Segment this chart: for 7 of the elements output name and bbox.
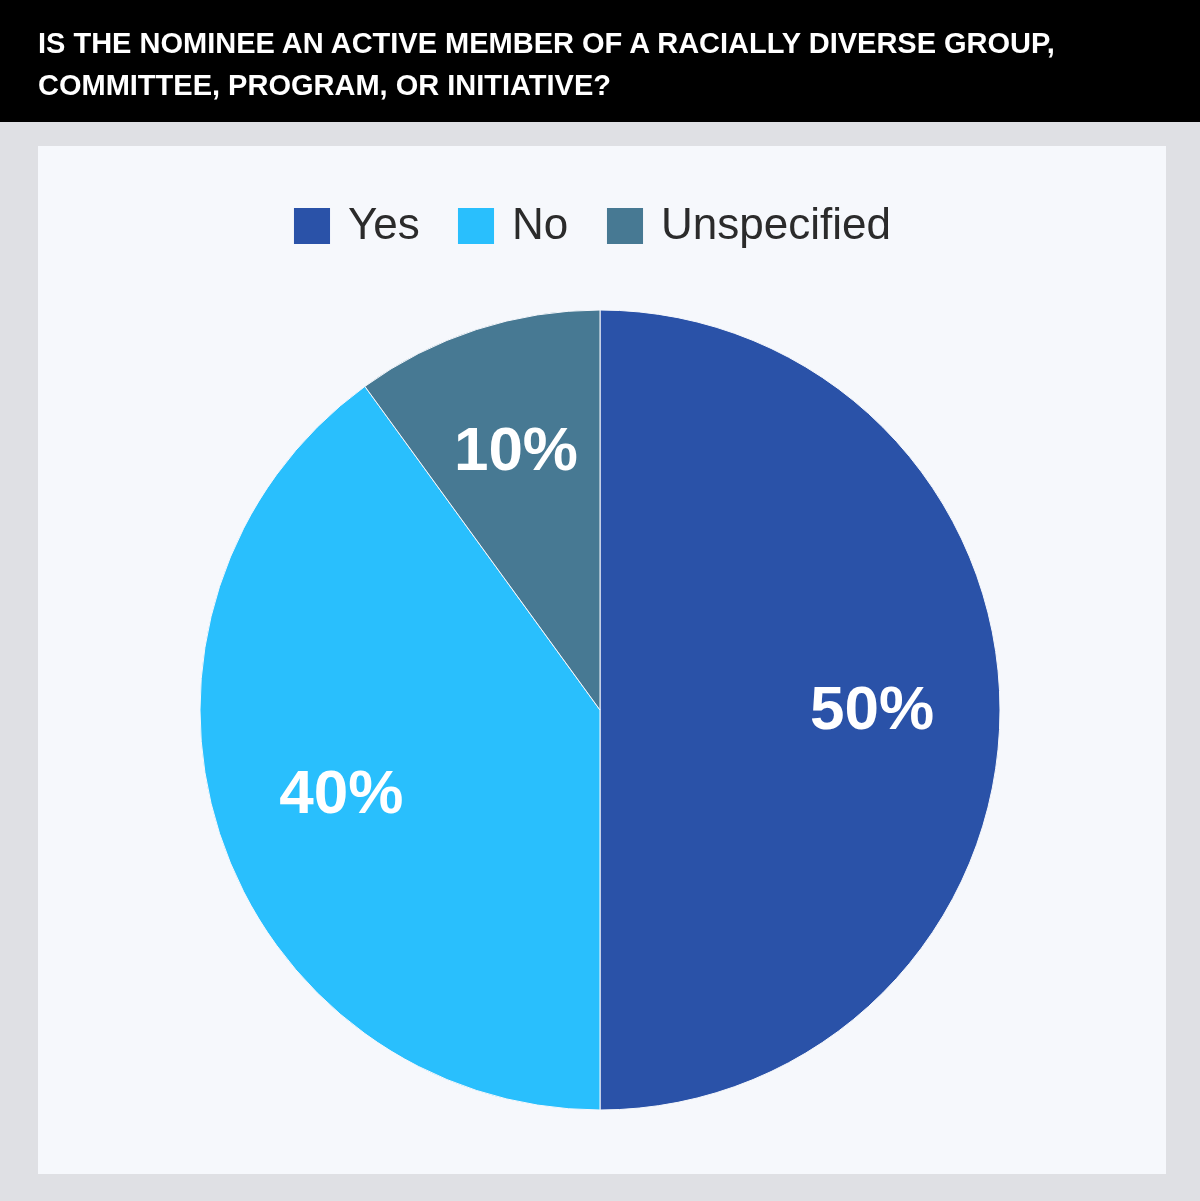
- legend-label: Yes: [348, 199, 420, 248]
- chart-title: IS THE NOMINEE AN ACTIVE MEMBER OF A RACIALLY DIVERSE GROUP, COMMITTEE, PROGRAM, OR INITIATIVE?: [38, 27, 1055, 101]
- data-label: 40%: [279, 757, 404, 827]
- legend-label: No: [512, 199, 569, 248]
- data-label: 10%: [453, 414, 578, 484]
- legend-label: Unspecified: [661, 199, 891, 248]
- data-label: 50%: [809, 673, 935, 742]
